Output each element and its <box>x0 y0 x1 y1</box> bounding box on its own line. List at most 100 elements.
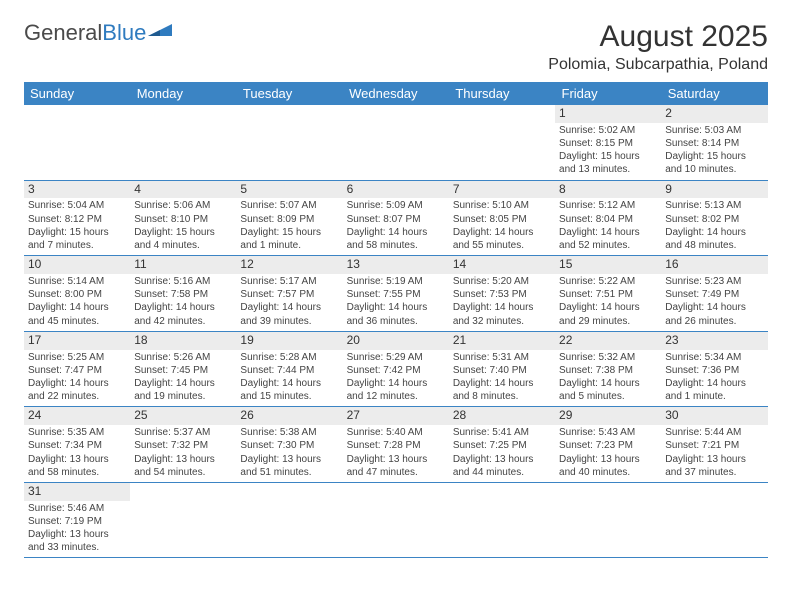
daylight-text: Daylight: 13 hours <box>665 453 763 466</box>
logo-text-blue: Blue <box>102 20 146 46</box>
day-number: 1 <box>555 105 661 123</box>
daylight-text: Daylight: 14 hours <box>453 301 551 314</box>
title-block: August 2025 Polomia, Subcarpathia, Polan… <box>548 20 768 74</box>
day-number: 13 <box>343 256 449 274</box>
sunrise-text: Sunrise: 5:41 AM <box>453 426 551 439</box>
sunset-text: Sunset: 7:30 PM <box>240 439 338 452</box>
day-number: 25 <box>130 407 236 425</box>
calendar-cell: 10Sunrise: 5:14 AMSunset: 8:00 PMDayligh… <box>24 256 130 332</box>
daylight-text: Daylight: 13 hours <box>559 453 657 466</box>
sunrise-text: Sunrise: 5:25 AM <box>28 351 126 364</box>
sunrise-text: Sunrise: 5:38 AM <box>240 426 338 439</box>
day-header: Saturday <box>661 82 767 105</box>
calendar-cell: 30Sunrise: 5:44 AMSunset: 7:21 PMDayligh… <box>661 407 767 483</box>
calendar-cell: 12Sunrise: 5:17 AMSunset: 7:57 PMDayligh… <box>236 256 342 332</box>
day-number: 20 <box>343 332 449 350</box>
sunset-text: Sunset: 7:57 PM <box>240 288 338 301</box>
calendar-cell: 4Sunrise: 5:06 AMSunset: 8:10 PMDaylight… <box>130 180 236 256</box>
daylight-text: Daylight: 14 hours <box>453 377 551 390</box>
sunset-text: Sunset: 8:15 PM <box>559 137 657 150</box>
daylight-text: Daylight: 14 hours <box>665 226 763 239</box>
day-number: 27 <box>343 407 449 425</box>
sunrise-text: Sunrise: 5:20 AM <box>453 275 551 288</box>
sunset-text: Sunset: 8:12 PM <box>28 213 126 226</box>
day-header: Sunday <box>24 82 130 105</box>
day-number: 31 <box>24 483 130 501</box>
calendar-cell <box>130 482 236 558</box>
day-header-row: SundayMondayTuesdayWednesdayThursdayFrid… <box>24 82 768 105</box>
sunset-text: Sunset: 7:34 PM <box>28 439 126 452</box>
daylight-text: Daylight: 14 hours <box>665 377 763 390</box>
day-number: 19 <box>236 332 342 350</box>
day-number: 11 <box>130 256 236 274</box>
calendar-cell: 14Sunrise: 5:20 AMSunset: 7:53 PMDayligh… <box>449 256 555 332</box>
daylight-text: and 1 minute. <box>240 239 338 252</box>
sunrise-text: Sunrise: 5:22 AM <box>559 275 657 288</box>
sunset-text: Sunset: 7:38 PM <box>559 364 657 377</box>
calendar-cell <box>555 482 661 558</box>
sunrise-text: Sunrise: 5:29 AM <box>347 351 445 364</box>
daylight-text: and 22 minutes. <box>28 390 126 403</box>
calendar-cell: 11Sunrise: 5:16 AMSunset: 7:58 PMDayligh… <box>130 256 236 332</box>
sunrise-text: Sunrise: 5:43 AM <box>559 426 657 439</box>
daylight-text: Daylight: 13 hours <box>453 453 551 466</box>
calendar-row: 1Sunrise: 5:02 AMSunset: 8:15 PMDaylight… <box>24 105 768 180</box>
daylight-text: and 52 minutes. <box>559 239 657 252</box>
daylight-text: and 58 minutes. <box>28 466 126 479</box>
daylight-text: Daylight: 15 hours <box>28 226 126 239</box>
calendar-cell <box>661 482 767 558</box>
sunrise-text: Sunrise: 5:03 AM <box>665 124 763 137</box>
daylight-text: and 19 minutes. <box>134 390 232 403</box>
sunrise-text: Sunrise: 5:14 AM <box>28 275 126 288</box>
daylight-text: and 32 minutes. <box>453 315 551 328</box>
calendar-cell <box>449 482 555 558</box>
daylight-text: Daylight: 14 hours <box>240 377 338 390</box>
sunrise-text: Sunrise: 5:46 AM <box>28 502 126 515</box>
daylight-text: and 7 minutes. <box>28 239 126 252</box>
sunset-text: Sunset: 8:07 PM <box>347 213 445 226</box>
sunset-text: Sunset: 7:28 PM <box>347 439 445 452</box>
sunrise-text: Sunrise: 5:35 AM <box>28 426 126 439</box>
day-number: 10 <box>24 256 130 274</box>
day-number: 9 <box>661 181 767 199</box>
sunset-text: Sunset: 7:47 PM <box>28 364 126 377</box>
calendar-body: 1Sunrise: 5:02 AMSunset: 8:15 PMDaylight… <box>24 105 768 558</box>
sunset-text: Sunset: 8:05 PM <box>453 213 551 226</box>
daylight-text: and 4 minutes. <box>134 239 232 252</box>
daylight-text: Daylight: 15 hours <box>134 226 232 239</box>
daylight-text: Daylight: 15 hours <box>559 150 657 163</box>
day-number: 12 <box>236 256 342 274</box>
calendar-row: 31Sunrise: 5:46 AMSunset: 7:19 PMDayligh… <box>24 482 768 558</box>
sunrise-text: Sunrise: 5:09 AM <box>347 199 445 212</box>
sunset-text: Sunset: 7:49 PM <box>665 288 763 301</box>
day-number: 15 <box>555 256 661 274</box>
daylight-text: Daylight: 14 hours <box>347 377 445 390</box>
calendar-cell <box>343 105 449 180</box>
daylight-text: Daylight: 14 hours <box>134 377 232 390</box>
daylight-text: and 33 minutes. <box>28 541 126 554</box>
day-header: Wednesday <box>343 82 449 105</box>
daylight-text: Daylight: 14 hours <box>240 301 338 314</box>
sunrise-text: Sunrise: 5:07 AM <box>240 199 338 212</box>
daylight-text: and 44 minutes. <box>453 466 551 479</box>
calendar-cell: 31Sunrise: 5:46 AMSunset: 7:19 PMDayligh… <box>24 482 130 558</box>
calendar-cell <box>343 482 449 558</box>
calendar-cell: 6Sunrise: 5:09 AMSunset: 8:07 PMDaylight… <box>343 180 449 256</box>
calendar-cell <box>449 105 555 180</box>
day-number: 2 <box>661 105 767 123</box>
sunrise-text: Sunrise: 5:28 AM <box>240 351 338 364</box>
sunset-text: Sunset: 8:04 PM <box>559 213 657 226</box>
day-number: 7 <box>449 181 555 199</box>
sunset-text: Sunset: 7:19 PM <box>28 515 126 528</box>
location: Polomia, Subcarpathia, Poland <box>548 56 768 74</box>
calendar-cell: 2Sunrise: 5:03 AMSunset: 8:14 PMDaylight… <box>661 105 767 180</box>
sunrise-text: Sunrise: 5:44 AM <box>665 426 763 439</box>
day-number: 18 <box>130 332 236 350</box>
sunrise-text: Sunrise: 5:02 AM <box>559 124 657 137</box>
sunrise-text: Sunrise: 5:12 AM <box>559 199 657 212</box>
day-number: 23 <box>661 332 767 350</box>
daylight-text: and 58 minutes. <box>347 239 445 252</box>
sunset-text: Sunset: 8:00 PM <box>28 288 126 301</box>
day-number: 21 <box>449 332 555 350</box>
daylight-text: and 48 minutes. <box>665 239 763 252</box>
